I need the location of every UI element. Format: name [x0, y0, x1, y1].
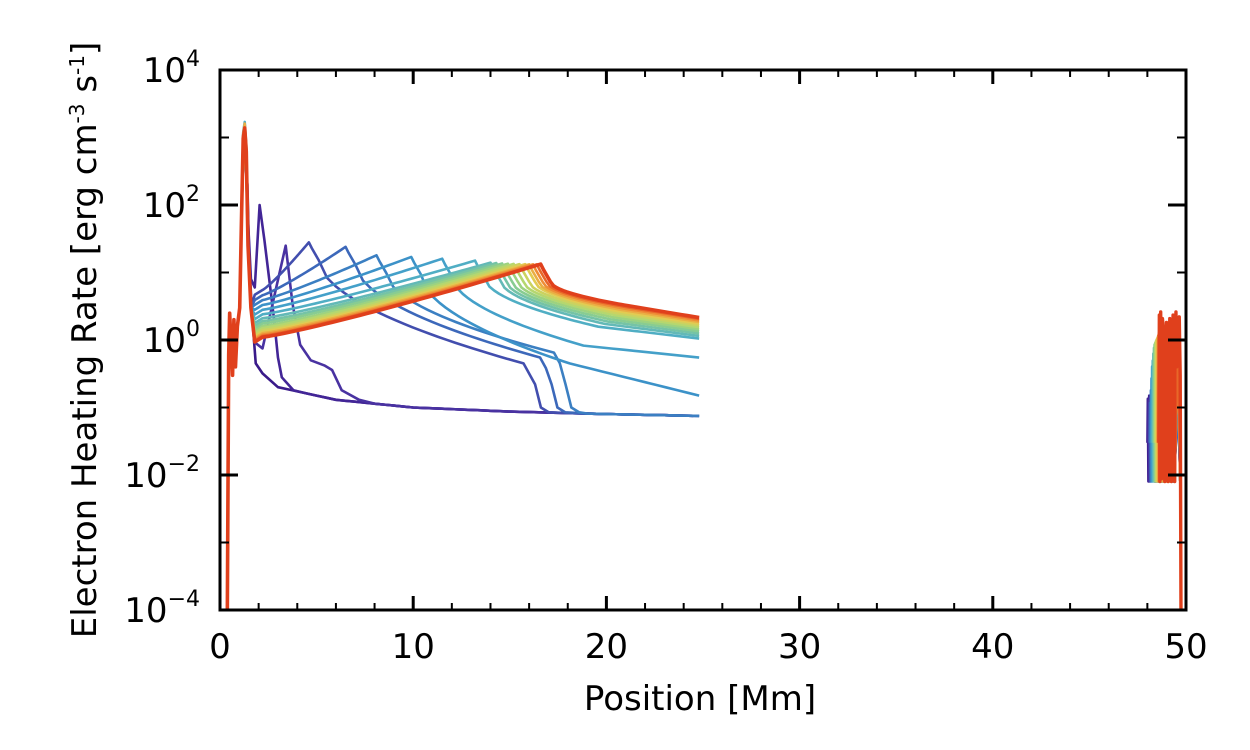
- series-line-left-16: [226, 140, 700, 611]
- y-tick-base: 10: [143, 186, 186, 226]
- y-tick-base: 10: [143, 51, 186, 91]
- series-line-left-14: [226, 147, 700, 611]
- y-tick-base: 10: [124, 456, 167, 496]
- series-line-left-11: [226, 143, 700, 611]
- x-tick-label: 0: [209, 627, 231, 667]
- y-axis-label-exp2: -1: [65, 55, 89, 75]
- series-line-left-7: [226, 127, 700, 611]
- series-line-right-20: [1157, 310, 1183, 611]
- series-line-left-5: [226, 134, 700, 611]
- series-line-left-13: [226, 136, 700, 611]
- y-tick-label: 10−4: [124, 587, 200, 631]
- series-line-left-18: [226, 133, 700, 611]
- y-tick-base: 10: [124, 591, 167, 631]
- y-tick-exponent: 2: [186, 182, 200, 207]
- x-tick-label: 30: [778, 627, 821, 667]
- y-tick-exponent: −4: [168, 587, 200, 612]
- y-axis-label-prefix: Electron Heating Rate [erg cm: [65, 123, 105, 638]
- x-tick-label: 50: [1164, 627, 1207, 667]
- y-tick-base: 10: [143, 321, 186, 361]
- y-tick-exponent: 0: [186, 317, 200, 342]
- series-layer: [225, 120, 1183, 611]
- series-line-left-15: [226, 129, 700, 611]
- series-line-left-12: [226, 125, 700, 611]
- series-line-left-1: [226, 148, 694, 611]
- x-tick-label: 10: [392, 627, 435, 667]
- y-axis-label-exp1: -3: [65, 103, 89, 123]
- y-tick-label: 102: [143, 182, 200, 226]
- y-axis-label: Electron Heating Rate [erg cm-3 s-1]: [65, 42, 105, 639]
- y-tick-exponent: −2: [168, 452, 200, 477]
- series-line-left-9: [226, 120, 700, 611]
- y-axis-label-mid: s: [65, 75, 105, 104]
- series-line-left-17: [226, 122, 700, 611]
- y-tick-label: 104: [143, 47, 200, 91]
- series-line-left-10: [226, 132, 700, 611]
- plot-frame: [218, 68, 1188, 612]
- x-tick-label: 40: [971, 627, 1014, 667]
- y-tick-label: 100: [143, 317, 200, 361]
- y-tick-exponent: 4: [186, 47, 200, 72]
- series-line-left-8: [226, 139, 700, 611]
- x-axis-label: Position [Mm]: [584, 679, 816, 719]
- series-line-left-4: [226, 123, 700, 611]
- y-tick-label: 10−2: [124, 452, 200, 496]
- y-axis-label-suffix: ]: [65, 42, 105, 55]
- series-line-left-2: [226, 130, 694, 611]
- series-line-left-20: [225, 126, 700, 611]
- x-tick-label: 20: [585, 627, 628, 667]
